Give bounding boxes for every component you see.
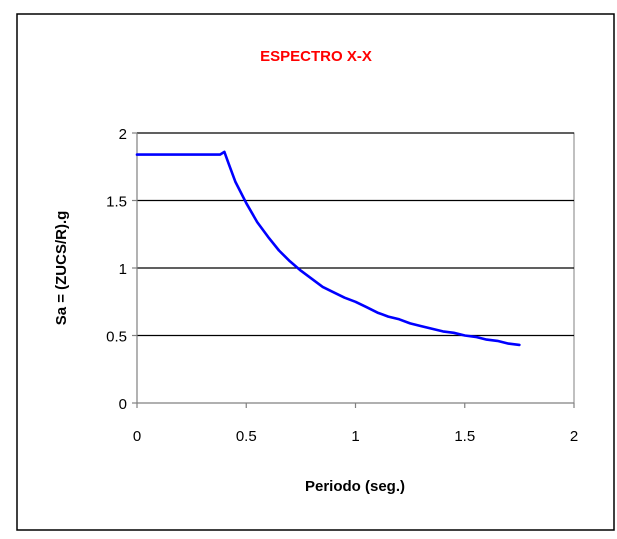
y-tick-label: 1: [119, 261, 127, 278]
y-tick-label: 1.5: [106, 194, 127, 211]
x-tick-label: 0.5: [236, 428, 257, 445]
y-tick-label: 2: [119, 126, 127, 143]
series-group: [135, 150, 521, 347]
x-axis-label: Periodo (seg.): [305, 478, 405, 495]
y-axis-ticks: 0 0.5 1 1.5 2: [106, 126, 137, 413]
spectrum-line: [135, 150, 521, 347]
gridlines: [137, 132, 574, 337]
chart-title: ESPECTRO X-X: [260, 48, 372, 65]
x-tick-label: 1.5: [454, 428, 475, 445]
y-tick-label: 0: [119, 396, 127, 413]
y-axis-label: Sa = (ZUCS/R).g: [53, 211, 70, 326]
y-tick-label: 0.5: [106, 329, 127, 346]
x-axis-ticks: 0 0.5 1 1.5 2: [133, 403, 578, 445]
x-tick-label: 0: [133, 428, 141, 445]
x-tick-label: 2: [570, 428, 578, 445]
x-tick-label: 1: [351, 428, 359, 445]
